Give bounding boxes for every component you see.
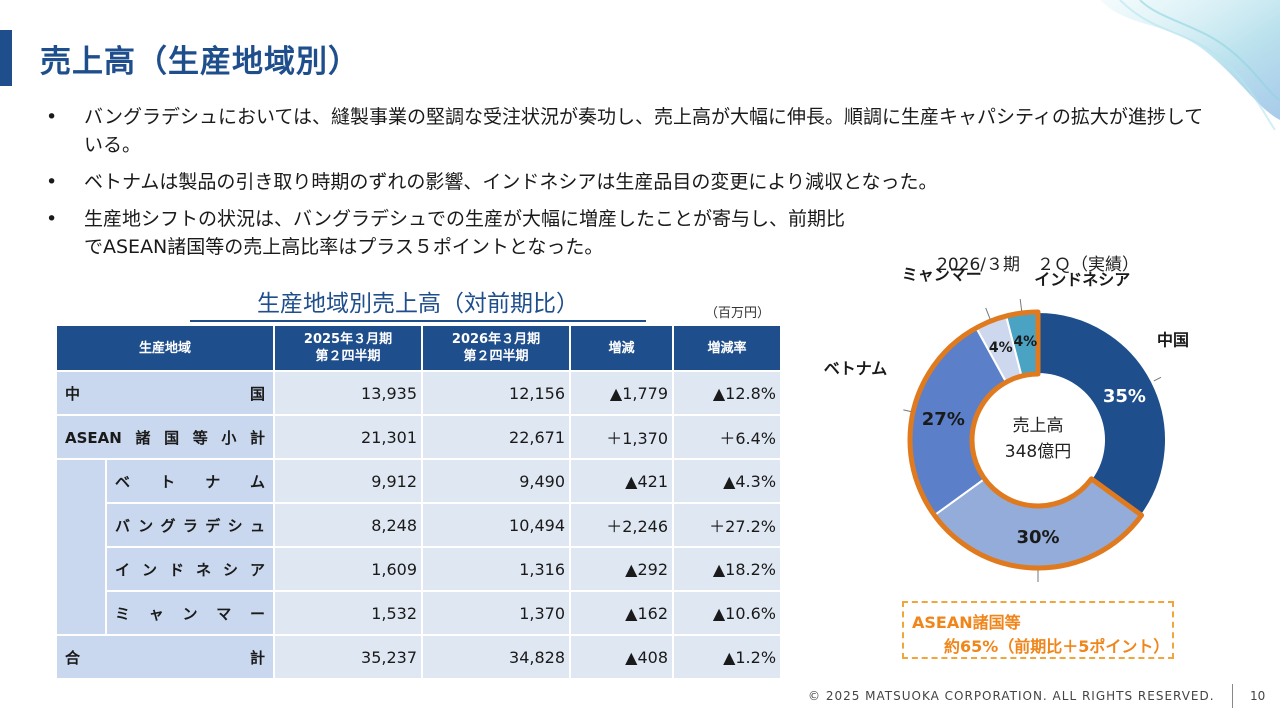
bullet-list: バングラデシュにおいては、縫製事業の堅調な受注状況が奏功し、売上高が大幅に伸長。… — [46, 103, 1206, 270]
note-title: ASEAN諸国等 — [912, 613, 1021, 632]
slice-name-label: 中国 — [1157, 330, 1189, 349]
slice-value-label: 27% — [922, 409, 965, 430]
cell-curr: 10,494 — [421, 502, 572, 548]
row-label: 合計 — [54, 634, 276, 680]
callout-leader-line — [985, 307, 991, 320]
cell-rate: ▲1.2% — [672, 634, 783, 680]
slice-name-label: ミャンマー — [902, 265, 982, 284]
cell-prev: 21,301 — [273, 414, 424, 460]
cell-diff: ▲1,779 — [569, 370, 675, 416]
cell-curr: 12,156 — [421, 370, 572, 416]
bullet-item: バングラデシュにおいては、縫製事業の堅調な受注状況が奏功し、売上高が大幅に伸長。… — [46, 103, 1206, 159]
unit-label: （百万円） — [705, 306, 771, 321]
cell-rate: ▲10.6% — [672, 590, 783, 636]
slice-value-label: 35% — [1103, 386, 1146, 407]
table-row: ベトナム 9,912 9,490 ▲421 ▲4.3% — [55, 458, 783, 636]
cell-rate: ▲12.8% — [672, 370, 783, 416]
cell-curr: 22,671 — [421, 414, 572, 460]
callout-leader-line — [903, 409, 912, 413]
callout-leader-line — [1019, 299, 1023, 312]
cell-rate: ＋27.2% — [672, 502, 783, 548]
cell-prev: 9,912 — [273, 458, 424, 504]
center-label-total: 348億円 — [1005, 442, 1071, 462]
cell-rate: ▲4.3% — [672, 458, 783, 504]
row-label: インドネシア — [104, 546, 276, 592]
cell-diff: ▲408 — [569, 634, 675, 680]
cell-diff: ▲162 — [569, 590, 675, 636]
page-title: 売上高（生産地域別） — [40, 44, 360, 80]
bullet-item: 生産地シフトの状況は、バングラデシュでの生産が大幅に増産したことが寄与し、前期比… — [46, 205, 856, 261]
cell-diff: ▲292 — [569, 546, 675, 592]
table-row: 合計 35,237 34,828 ▲408 ▲1.2% — [54, 634, 783, 680]
bullet-item: ベトナムは製品の引き取り時期のずれの影響、インドネシアは生産品目の変更により減収… — [46, 168, 1206, 196]
row-label: バングラデシュ — [104, 502, 276, 548]
cell-prev: 1,532 — [273, 590, 424, 636]
cell-diff: ▲421 — [569, 458, 675, 504]
sales-by-region-table: 生産地域 2025年３月期 第２四半期 2026年３月期 第２四半期 増減 増減… — [54, 324, 783, 680]
row-label: ベトナム — [104, 458, 276, 504]
cell-prev: 13,935 — [273, 370, 424, 416]
cell-curr: 1,316 — [421, 546, 572, 592]
cell-diff: ＋1,370 — [569, 414, 675, 460]
subtotal-indent — [55, 458, 107, 636]
row-label: 中国 — [54, 370, 276, 416]
row-label: ASEAN諸国等小計 — [54, 414, 276, 460]
slice-name-label: ベトナム — [824, 359, 888, 378]
slice-value-label: 30% — [1016, 527, 1059, 548]
cell-prev: 1,609 — [273, 546, 424, 592]
chart-title: 2026/３期 ２Ｑ（実績） — [937, 255, 1139, 275]
asean-share-note: ASEAN諸国等 約65%（前期比＋5ポイント） — [902, 601, 1174, 659]
cell-prev: 35,237 — [273, 634, 424, 680]
cell-diff: ＋2,246 — [569, 502, 675, 548]
footer-divider — [1232, 684, 1233, 708]
asean-highlight-outline — [907, 309, 1145, 571]
cell-curr: 9,490 — [421, 458, 572, 504]
table-row: ミャンマー 1,532 1,370 ▲162 ▲10.6% — [56, 590, 783, 636]
copyright: © 2025 MATSUOKA CORPORATION. ALL RIGHTS … — [808, 689, 1215, 703]
title-accent-bar — [0, 30, 12, 86]
header-region: 生産地域 — [54, 324, 276, 372]
slice-value-label: 4% — [1013, 334, 1037, 350]
cell-rate: ＋6.4% — [672, 414, 783, 460]
header-curr: 2026年３月期 第２四半期 — [421, 324, 572, 372]
cell-prev: 8,248 — [273, 502, 424, 548]
table-row: 中国 13,935 12,156 ▲1,779 ▲12.8% — [54, 370, 783, 416]
table-row: バングラデシュ 8,248 10,494 ＋2,246 ＋27.2% — [56, 502, 783, 548]
decorative-wave — [1100, 0, 1280, 130]
page-number: 10 — [1250, 689, 1266, 703]
table-row: ASEAN諸国等小計 21,301 22,671 ＋1,370 ＋6.4% — [54, 414, 783, 460]
header-diff: 増減 — [569, 324, 675, 372]
slice-value-label: 4% — [989, 340, 1013, 356]
slice-name-label: インドネシア — [1034, 270, 1130, 289]
callout-leader-line — [1153, 376, 1162, 382]
slice-0 — [1037, 310, 1167, 517]
note-detail: 約65%（前期比＋5ポイント） — [944, 637, 1170, 656]
center-label-title: 売上高 — [1013, 416, 1064, 436]
row-label: ミャンマー — [104, 590, 276, 636]
header-prev: 2025年３月期 第２四半期 — [273, 324, 424, 372]
cell-curr: 1,370 — [421, 590, 572, 636]
donut-chart: 2026/３期 ２Ｑ（実績） 35%30%27%4%4% 中国バングラデシュベト… — [824, 255, 1189, 582]
cell-rate: ▲18.2% — [672, 546, 783, 592]
cell-curr: 34,828 — [421, 634, 572, 680]
table-row: インドネシア 1,609 1,316 ▲292 ▲18.2% — [56, 546, 783, 592]
table-title: 生産地域別売上高（対前期比） — [190, 284, 646, 322]
header-rate: 増減率 — [672, 324, 783, 372]
